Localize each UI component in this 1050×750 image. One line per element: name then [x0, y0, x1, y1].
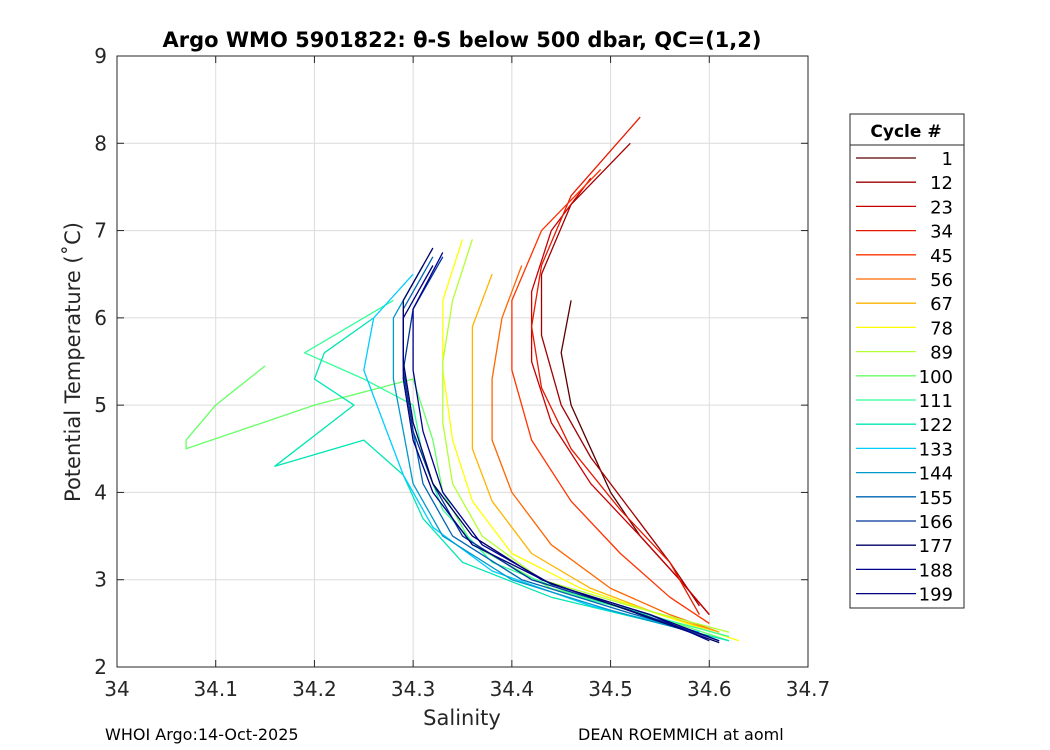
series-line-cycle-199	[402, 265, 720, 642]
legend-entry-label: 188	[919, 560, 953, 581]
y-tick-label: 6	[94, 306, 107, 330]
x-axis-label: Salinity	[423, 706, 501, 730]
legend-entry-label: 166	[919, 512, 953, 533]
legend-entry-label: 144	[919, 464, 953, 485]
y-axis-ticks: 2 3 4 5 6 7 8 9	[94, 44, 808, 679]
series-line-cycle-78	[442, 239, 740, 642]
legend-entry-label: 1	[942, 149, 953, 170]
series-line-cycle-188	[412, 252, 710, 642]
x-tick-label: 34.3	[391, 677, 436, 701]
y-tick-label: 3	[94, 568, 107, 592]
legend-entries: 1 12 23 34 45 56 67 78 89 100 111 122 133 144 155 166 17…	[856, 149, 953, 606]
legend-entry-label: 100	[919, 367, 953, 388]
footer-source: WHOI Argo:14-Oct-2025	[105, 725, 299, 744]
legend-box	[849, 113, 965, 609]
legend-entry-label: 12	[930, 173, 953, 194]
legend-entry-label: 133	[919, 439, 953, 460]
series-line-cycle-89	[442, 239, 730, 633]
legend-entry-label: 122	[919, 415, 953, 436]
series-line-cycle-67	[471, 273, 720, 633]
series-line-cycle-144	[392, 265, 710, 638]
y-tick-label: 4	[94, 480, 107, 504]
grid-lines	[117, 56, 808, 667]
y-axis-label: Potential Temperature (˚C)	[61, 222, 85, 502]
series-line-cycle-100	[185, 365, 730, 642]
y-tick-label: 2	[94, 655, 107, 679]
footer-author: DEAN ROEMMICH at aoml	[578, 725, 784, 744]
plot-area-frame	[116, 55, 809, 668]
y-tick-label: 8	[94, 131, 107, 155]
legend-entry-label: 56	[930, 270, 953, 291]
legend: Cycle # 1 12 23 34 45 56 67 78 89 100 111 122 133 144…	[849, 113, 965, 609]
x-axis-ticks: 34 34.1 34.2 34.3 34.4 34.5 34.6 34.7	[104, 56, 830, 701]
series-line-cycle-111	[303, 299, 730, 638]
y-tick-label: 9	[94, 44, 107, 68]
y-tick-label: 5	[94, 393, 107, 417]
series-line-cycle-34	[530, 116, 700, 615]
legend-entry-label: 34	[930, 222, 953, 243]
chart-title: Argo WMO 5901822: θ-S below 500 dbar, QC…	[163, 28, 762, 52]
x-tick-label: 34	[104, 677, 129, 701]
series-line-cycle-23	[530, 177, 710, 616]
series-line-cycle-122	[274, 317, 730, 642]
legend-entry-label: 45	[930, 246, 953, 267]
legend-title: Cycle #	[870, 122, 941, 142]
x-tick-label: 34.6	[687, 677, 732, 701]
legend-entry-label: 155	[919, 488, 953, 509]
x-tick-label: 34.1	[193, 677, 238, 701]
x-tick-label: 34.5	[588, 677, 633, 701]
legend-entry-label: 78	[930, 318, 953, 339]
y-tick-label: 7	[94, 219, 107, 243]
legend-entry-label: 23	[930, 197, 953, 218]
series-line-cycle-45	[511, 169, 710, 624]
legend-entry-label: 89	[930, 343, 953, 364]
series-line-cycle-12	[540, 142, 700, 607]
series-line-cycle-56	[491, 265, 720, 633]
legend-entry-label: 111	[919, 391, 953, 412]
x-tick-label: 34.2	[292, 677, 337, 701]
legend-entry-label: 177	[919, 536, 953, 557]
series-lines	[185, 116, 740, 644]
legend-entry-label: 199	[919, 585, 953, 606]
series-line-cycle-177	[402, 247, 720, 644]
legend-entry-label: 67	[930, 294, 953, 315]
x-tick-label: 34.7	[786, 677, 831, 701]
x-tick-label: 34.4	[490, 677, 535, 701]
